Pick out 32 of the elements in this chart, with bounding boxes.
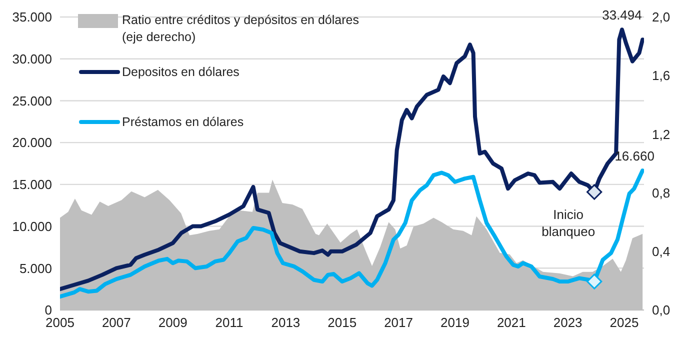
x-tick-label: 2013 bbox=[271, 315, 300, 330]
x-tick-label: 2023 bbox=[553, 315, 582, 330]
x-tick-label: 2015 bbox=[328, 315, 357, 330]
x-tick-label: 2011 bbox=[215, 315, 244, 330]
x-tick-label: 2025 bbox=[610, 315, 639, 330]
y-tick-label: 25.000 bbox=[12, 93, 52, 108]
y-tick-label: 30.000 bbox=[12, 51, 52, 66]
annotation: 33.494 bbox=[602, 8, 642, 23]
y-tick-label: 20.000 bbox=[12, 135, 52, 150]
y-tick-label: 10.000 bbox=[12, 218, 52, 234]
y2-tick-label: 1,6 bbox=[652, 68, 670, 84]
y2-tick-label: 2,0 bbox=[652, 10, 670, 25]
y-tick-label: 35.000 bbox=[12, 10, 52, 25]
legend-label: Depositos en dólares bbox=[122, 64, 240, 81]
y2-tick-label: 0,4 bbox=[652, 244, 670, 260]
x-tick-label: 2009 bbox=[158, 315, 188, 330]
x-tick-label: 2019 bbox=[440, 315, 470, 330]
y-tick-label: 0 bbox=[44, 302, 52, 318]
legend-label: Ratio entre créditos y depósitos en dólares (eje derecho) bbox=[122, 12, 360, 46]
annotation: 16.660 bbox=[614, 148, 654, 164]
x-tick-label: 2021 bbox=[496, 315, 526, 330]
legend-label: Préstamos en dólares bbox=[122, 114, 245, 131]
y2-tick-label: 1,2 bbox=[652, 126, 670, 142]
y-tick-label: 15.000 bbox=[12, 177, 52, 192]
annotation: Inicio blanqueo bbox=[542, 206, 596, 239]
line-series bbox=[60, 168, 644, 299]
y2-tick-label: 0,0 bbox=[652, 302, 670, 318]
y-tick-label: 5.000 bbox=[19, 260, 52, 276]
x-tick-label: 2005 bbox=[46, 315, 74, 330]
y2-tick-label: 0,8 bbox=[652, 185, 670, 200]
x-tick-label: 2017 bbox=[384, 315, 414, 330]
x-tick-label: 2007 bbox=[102, 315, 131, 330]
